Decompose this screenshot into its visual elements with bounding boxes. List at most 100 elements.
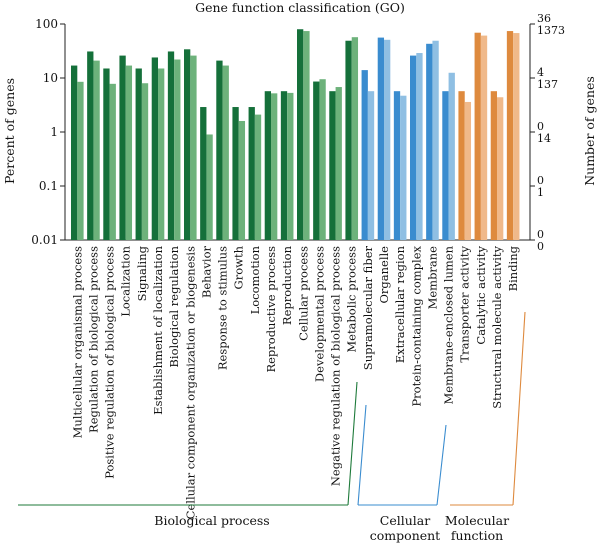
bar-bp-percent [297, 29, 304, 241]
right-tick-label-bottom: 1 [537, 186, 544, 199]
bar-bp-percent [151, 57, 159, 240]
bar-mf-percent [474, 32, 481, 240]
left-tick-label: 0.1 [39, 179, 58, 193]
right-tick-label-top: 36 [537, 12, 551, 25]
right-tick-label-bottom: 137 [537, 78, 558, 91]
category-label: Locomotion [248, 245, 262, 314]
bar-bp-number [109, 83, 116, 240]
left-tick-label: 10 [43, 71, 58, 85]
category-label: Biological regulation [167, 245, 181, 367]
category-label: Cellular component organization or bioge… [183, 246, 197, 519]
category-label: Catalytic activity [474, 245, 488, 344]
bar-bp-percent [216, 60, 223, 240]
bar-cc-number [432, 40, 439, 240]
bar-bp-number [271, 93, 278, 241]
right-tick-label-bottom: 1373 [537, 24, 565, 37]
category-label: Cellular process [296, 246, 310, 341]
category-label: Extracellular region [393, 245, 407, 363]
category-label: Membrane-enclosed lumen [442, 245, 456, 404]
category-label: Behavior [199, 246, 213, 299]
bar-bp-percent [200, 107, 207, 240]
category-label: Organelle [377, 246, 391, 304]
category-label: Transporter activity [458, 246, 472, 363]
bar-cc-number [448, 72, 455, 240]
bar-bp-number [319, 79, 326, 240]
bar-mf-number [480, 35, 488, 240]
bar-bp-percent [345, 40, 352, 240]
bar-bp-percent [103, 68, 110, 240]
bar-bp-number [351, 37, 359, 241]
category-label: Multicellular organismal process [70, 246, 84, 439]
group-label-bp: Biological process [154, 513, 269, 528]
bar-bp-percent [280, 91, 288, 240]
bar-bp-number [222, 65, 229, 240]
bar-bp-percent [71, 65, 78, 240]
group-bracket-slant-left-cc [357, 404, 367, 506]
category-label: Reproductive process [264, 246, 278, 373]
bar-cc-percent [361, 70, 368, 240]
bar-bp-number [174, 59, 181, 241]
group-label-cc: component [370, 528, 440, 543]
right-tick-label-top: 4 [537, 66, 544, 79]
bar-mf-number [513, 33, 520, 240]
category-label: Growth [232, 245, 246, 289]
bar-bp-percent [167, 51, 175, 241]
bar-bp-number [93, 60, 100, 240]
bar-bp-percent [313, 81, 320, 241]
category-label: Supramolecular fiber [361, 246, 375, 371]
bar-bp-number [190, 55, 197, 241]
bar-bp-percent [264, 91, 272, 240]
bar-bp-percent [329, 91, 336, 240]
right-tick-label-bottom: 0 [537, 240, 544, 253]
bar-cc-number [416, 53, 423, 240]
bar-bp-percent [232, 107, 239, 240]
right-tick-label-top: 0 [537, 174, 544, 187]
group-bracket-slant-cc [436, 424, 447, 506]
bar-bp-number [206, 134, 213, 240]
category-label: Signaling [135, 245, 149, 301]
bar-cc-number [384, 39, 391, 240]
left-tick-label: 100 [35, 17, 58, 31]
bar-cc-number [400, 95, 407, 240]
bar-bp-percent [119, 55, 126, 241]
category-label: Localization [119, 245, 133, 316]
bar-mf-percent [458, 91, 465, 240]
bar-bp-number [77, 81, 84, 241]
bar-bp-number [125, 65, 133, 240]
bar-bp-number [335, 87, 342, 240]
group-bracket-slant-bp [347, 381, 358, 506]
right-tick-label-bottom: 14 [537, 132, 551, 145]
bar-bp-number [287, 92, 294, 241]
group-label-cc: Cellular [380, 513, 430, 528]
group-bracket-slant-mf [512, 311, 526, 506]
category-label: Protein-containing complex [409, 245, 423, 406]
chart-title: Gene function classification (GO) [195, 0, 405, 15]
plot-area: 1001010.10.0136137341370140100Multicellu… [18, 12, 565, 543]
y-axis-left-label: Percent of genes [2, 78, 17, 184]
bar-mf-percent [490, 91, 498, 240]
bar-bp-number [303, 31, 310, 240]
category-label: Negative regulation of biological proces… [329, 246, 343, 486]
category-label: Response to stimulus [216, 246, 230, 370]
bar-cc-percent [426, 43, 433, 241]
category-label: Positive regulation of biological proces… [103, 246, 117, 479]
group-label-mf: function [451, 528, 503, 543]
group-label-mf: Molecular [445, 513, 509, 528]
bar-bp-number [254, 114, 262, 240]
bar-mf-percent [506, 31, 514, 240]
category-label: Binding [506, 245, 520, 291]
right-tick-label-top: 0 [537, 120, 544, 133]
y-axis-right-label: Number of genes [582, 76, 597, 186]
bar-cc-percent [442, 91, 449, 240]
bar-bp-percent [87, 51, 94, 241]
category-label: Developmental process [312, 246, 326, 382]
left-tick-label: 0.01 [31, 233, 58, 247]
category-label: Structural molecule activity [490, 246, 504, 409]
bar-mf-number [497, 97, 504, 240]
bar-cc-percent [410, 55, 417, 241]
bar-cc-percent [377, 37, 385, 241]
category-label: Regulation of biological process [86, 246, 100, 433]
left-tick-label: 1 [50, 125, 58, 139]
category-label: Reproduction [280, 245, 294, 325]
